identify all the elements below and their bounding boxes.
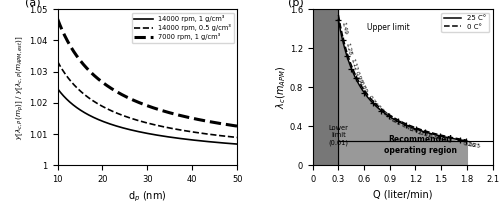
Text: 1.49: 1.49	[340, 21, 347, 35]
7000 rpm, 1 g/cm³	[55, 19, 61, 22]
14000 rpm, 0.5 g/cm³	[162, 126, 168, 128]
0 C°	[428, 132, 434, 134]
0 C°	[464, 139, 470, 141]
Line: 0 C°: 0 C°	[338, 15, 467, 140]
Text: 0.3: 0.3	[442, 137, 452, 144]
Text: 0.25: 0.25	[468, 142, 481, 149]
25 C°	[464, 140, 470, 142]
7000 rpm, 1 g/cm³	[218, 122, 224, 125]
Text: 0.56: 0.56	[383, 112, 396, 124]
14000 rpm, 0.5 g/cm³	[54, 60, 60, 63]
Text: Upper limit: Upper limit	[367, 23, 410, 32]
7000 rpm, 1 g/cm³	[54, 18, 60, 20]
14000 rpm, 1 g/cm³	[55, 88, 61, 91]
7000 rpm, 1 g/cm³	[161, 110, 167, 112]
25 C°	[428, 133, 434, 135]
0 C°	[336, 14, 342, 16]
14000 rpm, 0.5 g/cm³	[234, 136, 240, 139]
Y-axis label: $y[\lambda_{c,P}(m_p)]$ / $y[\lambda_{c,P}(m_{APM,est})]$: $y[\lambda_{c,P}(m_p)]$ / $y[\lambda_{c,…	[15, 35, 26, 140]
Y-axis label: $\lambda_c(m_{APM})$: $\lambda_c(m_{APM})$	[275, 65, 288, 109]
7000 rpm, 1 g/cm³	[164, 111, 170, 113]
25 C°	[428, 132, 434, 135]
14000 rpm, 0.5 g/cm³	[55, 61, 61, 64]
14000 rpm, 0.5 g/cm³	[206, 133, 212, 135]
7000 rpm, 1 g/cm³	[162, 110, 168, 113]
14000 rpm, 1 g/cm³	[234, 143, 240, 145]
25 C°	[416, 129, 422, 131]
25 C°	[386, 115, 392, 118]
14000 rpm, 1 g/cm³	[164, 135, 170, 138]
0 C°	[428, 131, 434, 134]
Line: 14000 rpm, 1 g/cm³: 14000 rpm, 1 g/cm³	[58, 89, 238, 144]
0 C°	[378, 107, 384, 109]
14000 rpm, 1 g/cm³	[161, 135, 167, 137]
Text: 0.26: 0.26	[462, 141, 475, 148]
Legend: 14000 rpm, 1 g/cm³, 14000 rpm, 0.5 g/cm³, 7000 rpm, 1 g/cm³: 14000 rpm, 1 g/cm³, 14000 rpm, 0.5 g/cm³…	[132, 12, 234, 43]
14000 rpm, 1 g/cm³	[206, 141, 212, 143]
Line: 7000 rpm, 1 g/cm³: 7000 rpm, 1 g/cm³	[58, 19, 238, 126]
Text: 1.12: 1.12	[349, 57, 358, 71]
Text: 1.28: 1.28	[344, 42, 352, 55]
7000 rpm, 1 g/cm³	[206, 120, 212, 123]
Text: 0.74: 0.74	[366, 94, 378, 108]
Text: 0.41: 0.41	[408, 127, 422, 136]
Line: 14000 rpm, 0.5 g/cm³: 14000 rpm, 0.5 g/cm³	[58, 61, 238, 137]
Legend: 25 C°, 0 C°: 25 C°, 0 C°	[442, 13, 489, 32]
14000 rpm, 1 g/cm³	[218, 142, 224, 144]
Text: Lower
limit
(0.01): Lower limit (0.01)	[329, 125, 349, 146]
Text: 0.64: 0.64	[374, 104, 387, 117]
0 C°	[386, 114, 392, 116]
Text: (a): (a)	[25, 0, 41, 8]
Text: 0.34: 0.34	[428, 133, 442, 142]
Text: 0.5: 0.5	[392, 118, 402, 127]
25 C°	[378, 109, 384, 111]
Text: 0.45: 0.45	[400, 123, 414, 133]
Text: Recommended
operating region: Recommended operating region	[384, 135, 457, 155]
Text: 0.99: 0.99	[354, 70, 363, 84]
14000 rpm, 0.5 g/cm³	[161, 126, 167, 128]
Text: 0.89: 0.89	[358, 80, 368, 94]
0 C°	[416, 128, 422, 130]
X-axis label: d$_p$ (nm): d$_p$ (nm)	[128, 190, 166, 204]
25 C°	[336, 19, 342, 21]
Line: 25 C°: 25 C°	[338, 20, 467, 141]
0 C°	[351, 70, 357, 73]
14000 rpm, 0.5 g/cm³	[164, 126, 170, 129]
25 C°	[351, 73, 357, 76]
14000 rpm, 1 g/cm³	[162, 135, 168, 137]
14000 rpm, 1 g/cm³	[54, 87, 60, 90]
14000 rpm, 0.5 g/cm³	[218, 134, 224, 137]
Text: (b): (b)	[288, 0, 304, 8]
7000 rpm, 1 g/cm³	[234, 125, 240, 127]
Text: 0.37: 0.37	[418, 131, 432, 140]
X-axis label: Q (liter/min): Q (liter/min)	[373, 190, 432, 200]
